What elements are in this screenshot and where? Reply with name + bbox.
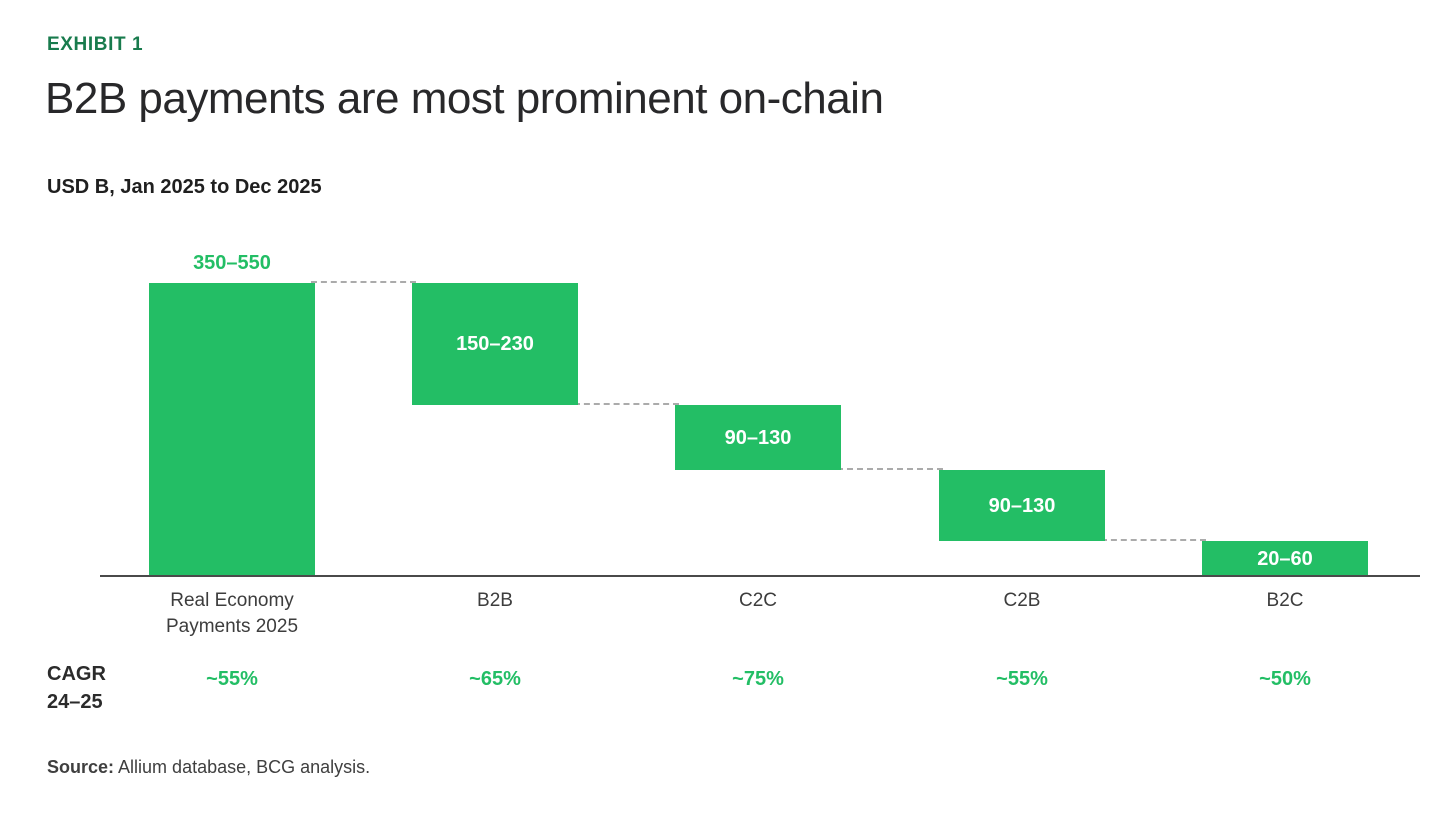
category-label-b2b: B2B: [477, 590, 513, 611]
source-line: Source: Allium database, BCG analysis.: [47, 757, 370, 778]
waterfall-connector-c2c-to-c2b: [837, 468, 943, 470]
cagr-row-label-line2: 24–25: [47, 691, 103, 714]
waterfall-bar-c2c: 90–130: [675, 405, 841, 470]
waterfall-bar-real-economy-payments-2025: [149, 283, 315, 576]
bar-value-label-c2b: 90–130: [988, 494, 1056, 517]
exhibit-label: EXHIBIT 1: [47, 34, 144, 55]
x-axis-line: [100, 575, 1420, 577]
page-title: B2B payments are most prominent on-chain: [45, 74, 884, 123]
source-text: Allium database, BCG analysis.: [118, 757, 371, 777]
cagr-value-b2b: ~65%: [469, 668, 521, 690]
waterfall-connector-real-economy-payments-2025-to-b2b: [311, 281, 416, 283]
waterfall-connector-b2b-to-c2c: [574, 403, 679, 405]
cagr-row-label: CAGR 24–25: [47, 660, 106, 717]
category-label-real-economy-payments-2025: Real Economy Payments 2025: [165, 590, 299, 638]
category-label-b2c: B2C: [1266, 590, 1304, 611]
cagr-value-real-economy-payments-2025: ~55%: [206, 668, 258, 690]
bar-value-label-c2c: 90–130: [724, 426, 792, 449]
cagr-value-b2c: ~50%: [1259, 668, 1311, 690]
category-label-c2c: C2C: [738, 590, 777, 611]
cagr-value-c2b: ~55%: [996, 668, 1048, 690]
cagr-row-label-line1: CAGR: [47, 663, 106, 685]
category-label-c2b: C2B: [1003, 590, 1041, 611]
waterfall-connector-c2b-to-b2c: [1101, 539, 1206, 541]
waterfall-bar-b2b: 150–230: [412, 283, 578, 405]
bar-value-label-b2c: 20–60: [1257, 547, 1313, 570]
bar-value-label-real-economy-payments-2025: 350–550: [193, 252, 271, 274]
chart-unit-subtitle: USD B, Jan 2025 to Dec 2025: [47, 176, 322, 198]
source-label: Source:: [47, 757, 115, 777]
bar-value-label-b2b: 150–230: [456, 333, 534, 355]
waterfall-bar-b2c: 20–60: [1202, 541, 1368, 576]
cagr-value-c2c: ~75%: [732, 668, 784, 690]
waterfall-bar-c2b: 90–130: [939, 470, 1105, 541]
